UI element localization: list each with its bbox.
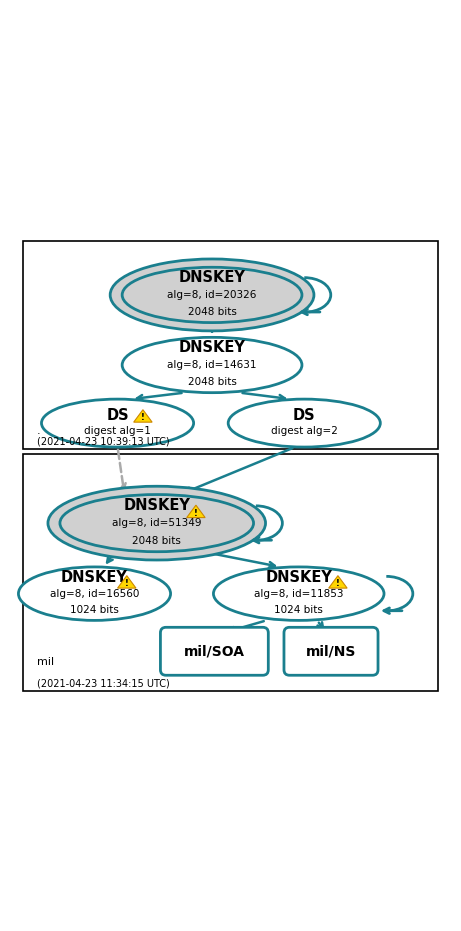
Polygon shape <box>329 575 347 588</box>
Text: (2021-04-23 10:39:13 UTC): (2021-04-23 10:39:13 UTC) <box>37 437 170 447</box>
Text: DNSKEY: DNSKEY <box>178 270 246 285</box>
Ellipse shape <box>60 494 254 552</box>
Text: DS: DS <box>106 408 129 424</box>
Ellipse shape <box>110 259 314 331</box>
Ellipse shape <box>213 567 384 620</box>
Text: 2048 bits: 2048 bits <box>188 377 236 387</box>
Text: alg=8, id=20326: alg=8, id=20326 <box>167 290 257 300</box>
Text: digest alg=1: digest alg=1 <box>84 425 151 436</box>
Ellipse shape <box>122 267 302 322</box>
Text: digest alg=2: digest alg=2 <box>271 425 338 436</box>
Polygon shape <box>187 506 205 518</box>
Text: alg=8, id=11853: alg=8, id=11853 <box>254 588 343 599</box>
Text: 1024 bits: 1024 bits <box>274 605 323 615</box>
Ellipse shape <box>228 399 380 447</box>
FancyBboxPatch shape <box>284 627 378 675</box>
Text: mil/NS: mil/NS <box>306 644 356 658</box>
Ellipse shape <box>122 337 302 393</box>
Text: DNSKEY: DNSKEY <box>178 341 246 356</box>
Text: .: . <box>37 426 41 437</box>
Text: mil: mil <box>37 657 54 668</box>
Text: alg=8, id=16560: alg=8, id=16560 <box>50 588 139 599</box>
Ellipse shape <box>48 486 266 560</box>
FancyBboxPatch shape <box>160 627 268 675</box>
Polygon shape <box>134 410 152 422</box>
Ellipse shape <box>18 567 171 620</box>
Text: !: ! <box>141 413 145 423</box>
Text: 2048 bits: 2048 bits <box>188 307 236 317</box>
Text: DNSKEY: DNSKEY <box>123 498 190 513</box>
Text: DS: DS <box>293 408 316 424</box>
Text: DNSKEY: DNSKEY <box>61 570 128 585</box>
Text: DNSKEY: DNSKEY <box>265 570 332 585</box>
FancyBboxPatch shape <box>23 454 438 692</box>
Text: !: ! <box>125 579 129 588</box>
Text: 1024 bits: 1024 bits <box>70 605 119 615</box>
FancyBboxPatch shape <box>23 241 438 450</box>
Text: !: ! <box>336 579 340 588</box>
Text: alg=8, id=51349: alg=8, id=51349 <box>112 519 201 528</box>
Text: 2048 bits: 2048 bits <box>132 536 181 546</box>
Polygon shape <box>118 575 136 588</box>
Text: (2021-04-23 11:34:15 UTC): (2021-04-23 11:34:15 UTC) <box>37 679 170 689</box>
Text: mil/SOA: mil/SOA <box>184 644 245 658</box>
Text: !: ! <box>194 508 198 518</box>
Text: alg=8, id=14631: alg=8, id=14631 <box>167 360 257 370</box>
Ellipse shape <box>41 399 194 447</box>
